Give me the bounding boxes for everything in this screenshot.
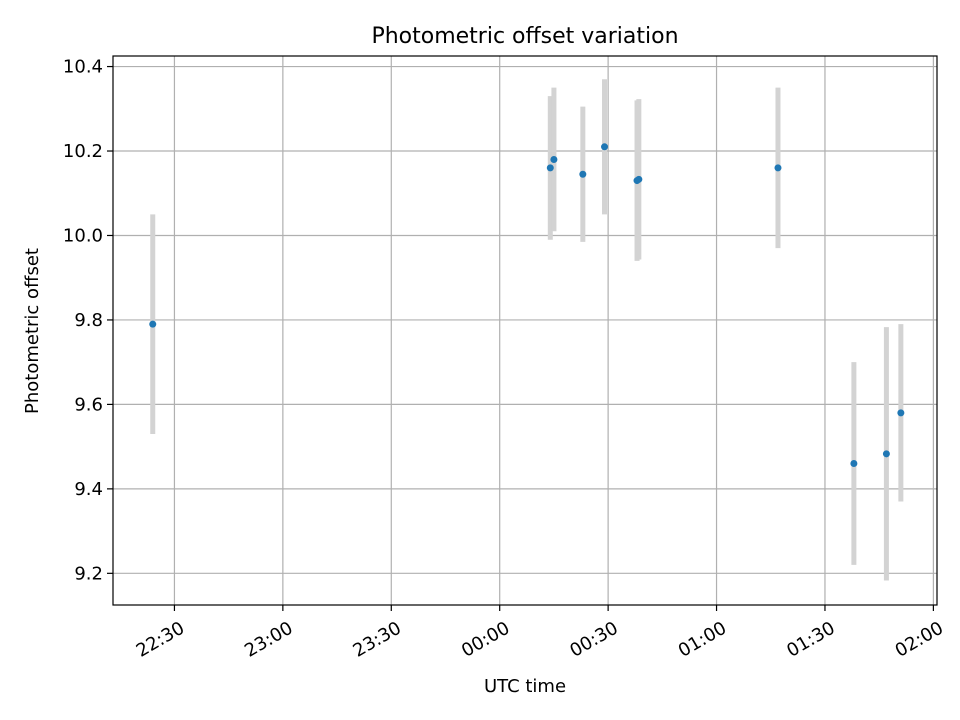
data-point [149, 320, 157, 328]
data-point [774, 164, 782, 172]
x-axis-label: UTC time [484, 676, 566, 697]
y-tick-label: 10.4 [63, 57, 103, 78]
y-axis-label: Photometric offset [22, 248, 43, 414]
y-tick-label: 9.2 [74, 563, 103, 584]
y-tick-label: 9.6 [74, 394, 103, 415]
data-point [635, 175, 643, 183]
data-point [579, 170, 587, 178]
y-tick-label: 9.4 [74, 479, 103, 500]
y-tick-label: 10.2 [63, 141, 103, 162]
y-tick-label: 10.0 [63, 225, 103, 246]
y-tick-label: 9.8 [74, 310, 103, 331]
data-point [882, 450, 890, 458]
data-point [601, 143, 609, 151]
plot-frame [112, 55, 938, 606]
data-point [550, 155, 558, 163]
grid [113, 56, 937, 605]
data-point [546, 164, 554, 172]
data-points [149, 143, 905, 468]
data-point [850, 460, 858, 468]
y-axis: 9.2 9.4 9.6 9.8 10.0 10.2 10.4 [63, 57, 113, 584]
data-point [897, 409, 905, 417]
chart-title: Photometric offset variation [371, 24, 678, 49]
